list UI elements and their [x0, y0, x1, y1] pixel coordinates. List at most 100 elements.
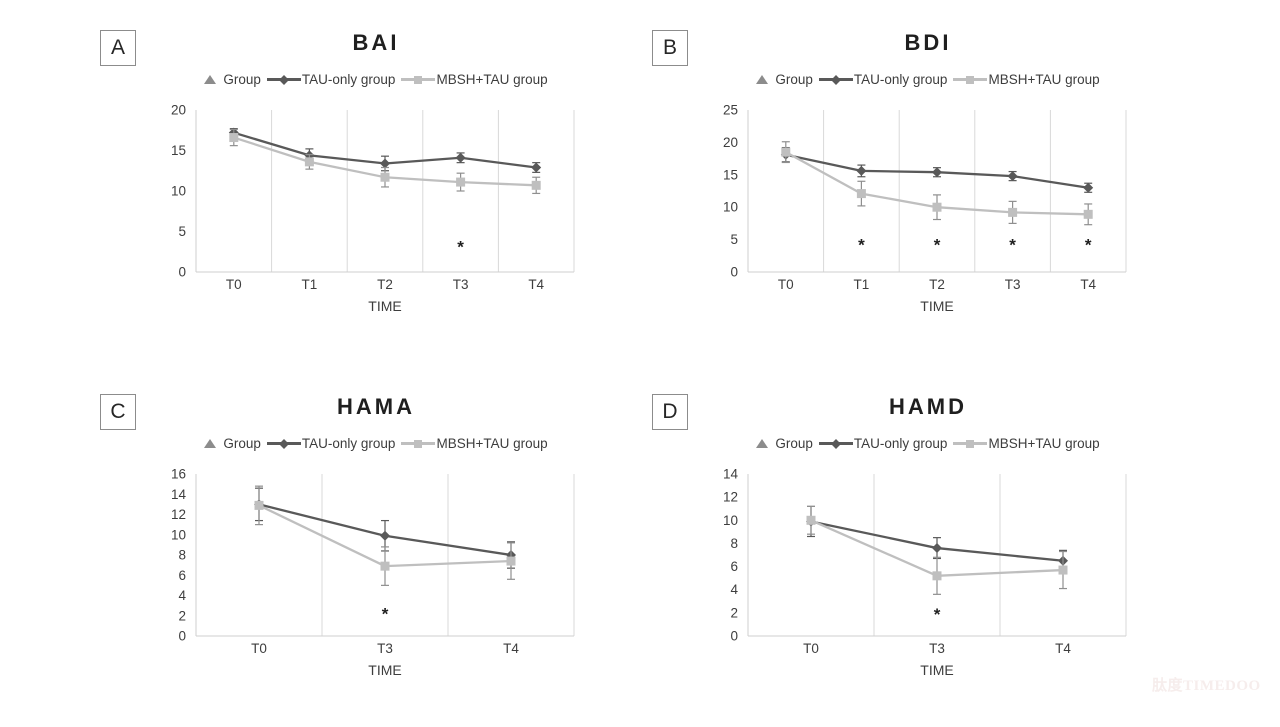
panel-b: B BDI Group TAU-only group MBSH+TAU grou… — [648, 28, 1168, 363]
legend-label-tau: TAU-only group — [301, 72, 396, 87]
diamond-line-marker-icon — [818, 438, 853, 449]
svg-text:4: 4 — [730, 582, 738, 597]
y-axis-tick-labels: 0 2 4 6 8 10 12 14 16 — [171, 467, 187, 644]
panel-c: C HAMA Group TAU-only group MBSH+TAU gro… — [96, 392, 616, 727]
svg-text:14: 14 — [723, 467, 739, 482]
square-line-marker-icon — [401, 75, 436, 84]
svg-text:T0: T0 — [803, 641, 819, 656]
x-axis-tick-labels: T0 T3 T4 — [803, 641, 1071, 656]
diamond-line-marker-icon — [818, 74, 853, 85]
diamond-line-marker-icon — [266, 74, 301, 85]
legend-item-tau: TAU-only group — [818, 72, 947, 87]
square-line-marker-icon — [953, 439, 988, 448]
svg-text:0: 0 — [178, 629, 186, 644]
svg-text:16: 16 — [171, 467, 186, 482]
svg-text:10: 10 — [723, 200, 738, 215]
panel-label-a: A — [100, 30, 136, 66]
series-mbsh-tau — [781, 141, 1093, 226]
svg-text:20: 20 — [723, 135, 738, 150]
svg-text:0: 0 — [730, 265, 738, 280]
svg-text:T0: T0 — [226, 277, 242, 292]
square-markers — [254, 500, 516, 571]
svg-text:4: 4 — [178, 588, 186, 603]
svg-text:10: 10 — [171, 527, 186, 542]
legend-label-group: Group — [775, 72, 813, 87]
legend-label-tau: TAU-only group — [301, 436, 396, 451]
legend-item-tau: TAU-only group — [818, 436, 947, 451]
legend-item-mbsh: MBSH+TAU group — [952, 72, 1100, 87]
panel-d: D HAMD Group TAU-only group MBSH+TAU gro… — [648, 392, 1168, 727]
legend-label-mbsh: MBSH+TAU group — [436, 72, 548, 87]
series-tau-only — [780, 146, 1094, 193]
svg-text:5: 5 — [730, 232, 738, 247]
legend-item-group: Group — [756, 436, 813, 451]
significance-asterisk: * — [382, 605, 389, 624]
legend-item-mbsh: MBSH+TAU group — [400, 436, 548, 451]
svg-text:T0: T0 — [251, 641, 267, 656]
svg-text:8: 8 — [178, 548, 186, 563]
svg-text:15: 15 — [723, 167, 738, 182]
triangle-marker-icon — [204, 75, 217, 84]
error-bars — [229, 128, 541, 195]
y-axis-tick-labels: 0 5 10 15 20 25 — [723, 103, 738, 280]
svg-text:20: 20 — [171, 103, 186, 118]
x-axis-title: TIME — [368, 662, 401, 678]
x-axis-tick-labels: T0 T1 T2 T3 T4 — [778, 277, 1097, 292]
triangle-marker-icon — [204, 439, 217, 448]
panel-label-d: D — [652, 394, 688, 430]
svg-text:6: 6 — [178, 568, 186, 583]
svg-text:T0: T0 — [778, 277, 794, 292]
x-axis-tick-labels: T0 T3 T4 — [251, 641, 519, 656]
square-line-marker-icon — [953, 75, 988, 84]
legend-label-group: Group — [223, 436, 261, 451]
legend-item-tau: TAU-only group — [266, 436, 396, 451]
line-chart-hama: 0 2 4 6 8 10 12 14 16 T0 T3 T4 TIME * — [171, 467, 575, 678]
legend-item-group: Group — [204, 436, 261, 451]
legend: Group TAU-only group MBSH+TAU group — [688, 436, 1168, 451]
triangle-marker-icon — [756, 75, 769, 84]
svg-text:10: 10 — [723, 513, 738, 528]
svg-text:T2: T2 — [929, 277, 945, 292]
significance-asterisk: * — [934, 605, 941, 624]
svg-text:0: 0 — [730, 629, 738, 644]
x-axis-title: TIME — [920, 298, 953, 314]
legend-item-group: Group — [756, 72, 813, 87]
svg-text:12: 12 — [171, 507, 186, 522]
series-mbsh-tau — [229, 128, 541, 195]
square-markers — [806, 515, 1068, 581]
chart-title-hama: HAMA — [337, 394, 415, 419]
svg-text:T4: T4 — [528, 277, 544, 292]
gridlines — [321, 474, 575, 636]
y-axis-tick-labels: 0 5 10 15 20 — [171, 103, 186, 280]
svg-text:5: 5 — [178, 224, 186, 239]
square-markers — [781, 147, 1093, 219]
svg-text:T2: T2 — [377, 277, 393, 292]
svg-text:T4: T4 — [1080, 277, 1096, 292]
svg-text:2: 2 — [178, 608, 186, 623]
chart-title-bai: BAI — [352, 30, 400, 55]
svg-text:0: 0 — [178, 265, 186, 280]
legend-label-mbsh: MBSH+TAU group — [988, 72, 1100, 87]
svg-text:T4: T4 — [503, 641, 519, 656]
legend-item-mbsh: MBSH+TAU group — [952, 436, 1100, 451]
diamond-line-marker-icon — [266, 438, 301, 449]
square-markers — [229, 133, 541, 190]
significance-asterisk: * — [1009, 235, 1016, 254]
legend-label-mbsh: MBSH+TAU group — [436, 436, 548, 451]
gridlines — [823, 110, 1127, 272]
svg-text:8: 8 — [730, 536, 738, 551]
chart-title-bdi: BDI — [904, 30, 952, 55]
svg-text:T3: T3 — [377, 641, 393, 656]
svg-text:6: 6 — [730, 559, 738, 574]
line-chart-bdi: 0 5 10 15 20 25 T0 T1 T2 T3 T4 TIME * * * * — [723, 103, 1127, 314]
svg-text:10: 10 — [171, 184, 186, 199]
significance-asterisk: * — [1085, 235, 1092, 254]
legend-label-group: Group — [775, 436, 813, 451]
legend-label-group: Group — [223, 72, 261, 87]
legend-label-mbsh: MBSH+TAU group — [988, 436, 1100, 451]
x-axis-title: TIME — [368, 298, 401, 314]
svg-text:T4: T4 — [1055, 641, 1071, 656]
legend-item-group: Group — [204, 72, 261, 87]
legend: Group TAU-only group MBSH+TAU group — [136, 72, 616, 87]
